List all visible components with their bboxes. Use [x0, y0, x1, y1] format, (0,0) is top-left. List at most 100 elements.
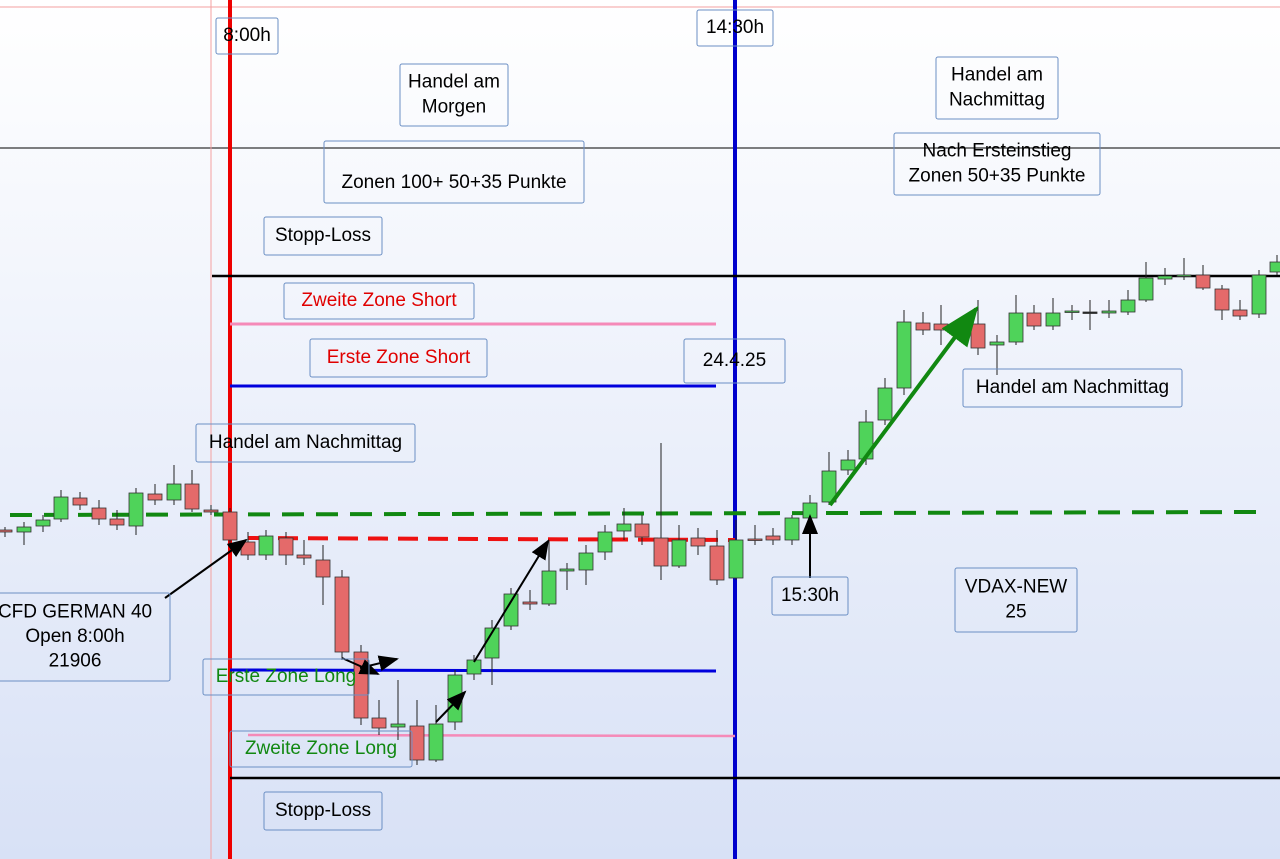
candle-body	[0, 529, 13, 533]
arrows	[164, 305, 979, 723]
candle-body	[184, 483, 200, 510]
label-box	[962, 368, 1183, 408]
candle-body	[16, 526, 32, 533]
label-text: 21906	[49, 651, 102, 672]
candle-body	[765, 535, 781, 541]
label-text: Handel am	[951, 65, 1043, 86]
label-box	[263, 216, 383, 256]
candle-body	[802, 502, 818, 519]
candle-body	[1045, 312, 1061, 327]
label-box	[954, 567, 1078, 633]
label-box	[696, 9, 774, 47]
candle-body	[747, 538, 763, 541]
label-text: Zonen 50+35 Punkte	[909, 165, 1086, 186]
candle-body	[53, 496, 69, 520]
candle-body	[1269, 261, 1280, 273]
label-text: Zweite Zone Short	[301, 290, 457, 311]
label-text: Morgen	[422, 96, 486, 117]
candle-body	[1101, 310, 1117, 314]
candle-body	[1008, 312, 1024, 343]
label-text: Handel am Nachmittag	[209, 432, 402, 453]
label-text: Nach Ersteinstieg	[923, 141, 1072, 162]
candle-body	[240, 541, 256, 556]
candle-body	[970, 323, 986, 349]
label-box	[935, 56, 1059, 120]
candle-body	[821, 470, 837, 503]
candle-body	[1064, 310, 1080, 313]
candle-body	[428, 723, 444, 761]
candle-body	[522, 601, 538, 605]
label-text: Erste Zone Short	[327, 347, 471, 368]
candle-body	[258, 535, 274, 556]
candle-body	[1138, 277, 1154, 301]
candle-body	[128, 492, 144, 527]
label-text: Erste Zone Long	[216, 666, 356, 687]
label-text: Nachmittag	[949, 89, 1045, 110]
label-box	[893, 132, 1101, 196]
candle-body	[1082, 311, 1098, 314]
candle-body	[709, 545, 725, 581]
label-text: Stopp-Loss	[275, 225, 371, 246]
label-text: Zweite Zone Long	[245, 738, 397, 759]
label-box	[0, 592, 171, 682]
candle-body	[503, 593, 519, 627]
candle-body	[1157, 275, 1173, 280]
label-text: CFD GERMAN 40	[0, 601, 152, 622]
candle-body	[409, 725, 425, 761]
candle-body	[578, 552, 594, 571]
label-box	[263, 791, 383, 831]
candle-body	[989, 341, 1005, 346]
candle-body	[784, 517, 800, 541]
candle-body	[840, 459, 856, 471]
label-box	[771, 576, 849, 616]
candle-body	[147, 493, 163, 501]
candle-body	[1195, 274, 1211, 289]
candle-body	[1214, 288, 1230, 311]
label-box	[399, 63, 509, 127]
label-text: Stopp-Loss	[275, 800, 371, 821]
label-text: 24.4.25	[703, 350, 766, 371]
candle-body	[315, 559, 331, 578]
candle-body	[166, 483, 182, 501]
candle-body	[1026, 312, 1042, 327]
label-box	[323, 140, 585, 204]
label-text: Zonen 100+ 50+35 Punkte	[341, 172, 566, 193]
label-text: 15:30h	[781, 585, 839, 606]
candle-body	[690, 537, 706, 547]
candle-body	[559, 568, 575, 572]
label-box	[202, 658, 370, 696]
candle-body	[72, 497, 88, 506]
candle-body	[1120, 299, 1136, 313]
candle-body	[109, 518, 125, 526]
label-text: 14:30h	[706, 17, 764, 38]
candle-body	[671, 539, 687, 567]
candle-body	[541, 570, 557, 605]
candle-body	[390, 723, 406, 728]
candle-body	[466, 659, 482, 675]
candle-body	[296, 554, 312, 559]
label-text: VDAX-NEW	[965, 577, 1067, 598]
candle-body	[1232, 309, 1248, 317]
label-text: Open 8:00h	[25, 626, 124, 647]
candle-body	[728, 539, 744, 579]
label-box	[215, 17, 279, 55]
candle-body	[653, 537, 669, 567]
candle-body	[1176, 274, 1192, 277]
candle-body	[91, 507, 107, 520]
candle-body	[278, 537, 294, 556]
label-box	[309, 338, 488, 378]
label-text: 8:00h	[223, 25, 271, 46]
candle-body	[896, 321, 912, 389]
candle-body	[933, 323, 949, 331]
candle-body	[616, 523, 632, 532]
label-box	[683, 338, 786, 384]
label-box	[229, 730, 413, 768]
candle-body	[371, 717, 387, 729]
candle-body	[634, 523, 650, 538]
candle-body	[334, 576, 350, 653]
candle-body	[35, 519, 51, 527]
label-text: Handel am	[408, 72, 500, 93]
label-box	[195, 423, 416, 463]
